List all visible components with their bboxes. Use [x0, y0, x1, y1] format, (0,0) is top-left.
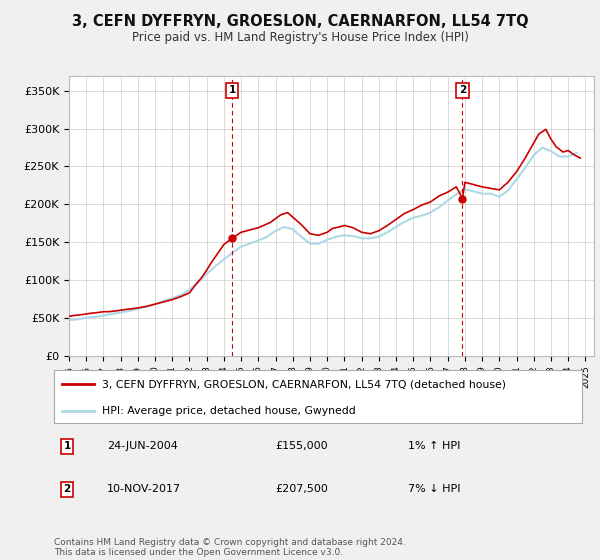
Text: 24-JUN-2004: 24-JUN-2004 [107, 441, 178, 451]
Text: 1% ↑ HPI: 1% ↑ HPI [408, 441, 460, 451]
Text: 7% ↓ HPI: 7% ↓ HPI [408, 484, 460, 494]
Text: £155,000: £155,000 [276, 441, 328, 451]
Text: 3, CEFN DYFFRYN, GROESLON, CAERNARFON, LL54 7TQ (detached house): 3, CEFN DYFFRYN, GROESLON, CAERNARFON, L… [101, 380, 506, 390]
Text: 10-NOV-2017: 10-NOV-2017 [107, 484, 181, 494]
Text: 1: 1 [229, 85, 236, 95]
Text: HPI: Average price, detached house, Gwynedd: HPI: Average price, detached house, Gwyn… [101, 406, 355, 416]
Text: 3, CEFN DYFFRYN, GROESLON, CAERNARFON, LL54 7TQ: 3, CEFN DYFFRYN, GROESLON, CAERNARFON, L… [71, 14, 529, 29]
Text: 2: 2 [459, 85, 466, 95]
Text: Price paid vs. HM Land Registry's House Price Index (HPI): Price paid vs. HM Land Registry's House … [131, 31, 469, 44]
Text: £207,500: £207,500 [276, 484, 329, 494]
Text: 1: 1 [64, 441, 71, 451]
Text: Contains HM Land Registry data © Crown copyright and database right 2024.
This d: Contains HM Land Registry data © Crown c… [54, 538, 406, 557]
Text: 2: 2 [64, 484, 71, 494]
